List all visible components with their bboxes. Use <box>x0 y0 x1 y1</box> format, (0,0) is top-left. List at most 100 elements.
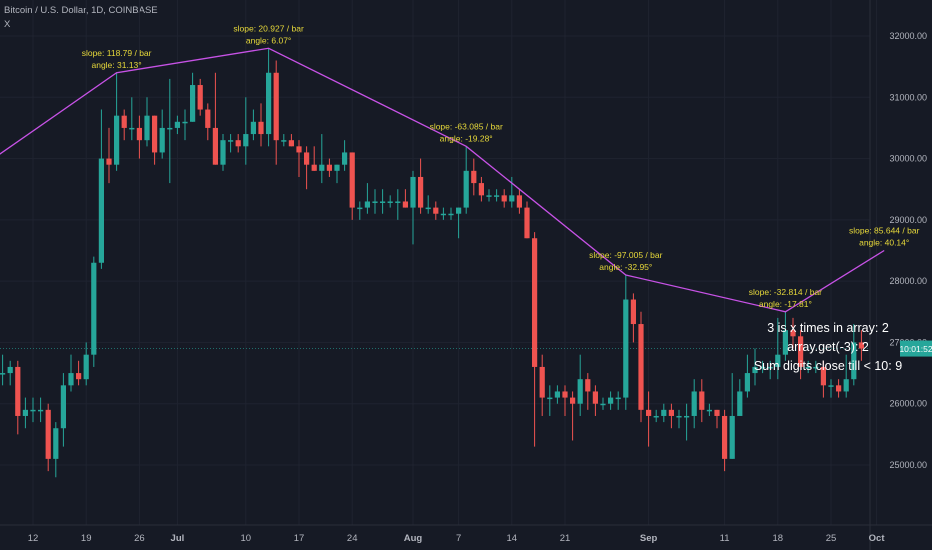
candle-body <box>684 415 690 418</box>
x-tick-label: 19 <box>81 533 92 544</box>
candle-body <box>152 115 158 153</box>
candle-body <box>45 409 51 459</box>
candle-body <box>775 354 781 367</box>
indicator-label: X <box>4 19 11 30</box>
chart-symbol-title: Bitcoin / U.S. Dollar, 1D, COINBASE <box>4 5 158 16</box>
candle-body <box>425 207 431 210</box>
candle-body <box>121 115 127 128</box>
candle-body <box>471 170 477 184</box>
candle-body <box>554 391 560 398</box>
candle-body <box>235 140 241 147</box>
last-price-badge <box>900 340 932 357</box>
candle-body <box>706 409 712 412</box>
candle-body <box>319 164 325 171</box>
x-tick-label: Jul <box>171 533 185 544</box>
candle-body <box>615 397 621 400</box>
y-tick-label: 28000.00 <box>889 276 927 286</box>
candle-body <box>691 391 697 416</box>
angle-label: angle: 6.07° <box>246 35 291 45</box>
candle-body <box>228 140 234 142</box>
candle-body <box>418 176 424 208</box>
candle-body <box>144 115 150 141</box>
candle-body <box>668 409 674 416</box>
candle-body <box>805 366 811 369</box>
slope-label: slope: -32.814 / bar <box>749 287 822 297</box>
candle-body <box>106 158 112 165</box>
candle-body <box>661 409 667 416</box>
candle-body <box>524 207 530 239</box>
candle-body <box>22 409 28 416</box>
candle-body <box>440 213 446 216</box>
x-tick-label: 7 <box>456 533 461 544</box>
candle-body <box>539 366 545 398</box>
candle-body <box>0 373 6 375</box>
candle-body <box>722 415 728 459</box>
candle-body <box>699 391 705 410</box>
candle-body <box>600 403 606 406</box>
candle-body <box>364 201 370 208</box>
candle-body <box>395 201 401 203</box>
candle-body <box>167 127 173 130</box>
candle-body <box>402 201 408 208</box>
candle-body <box>98 158 104 263</box>
angle-label: angle: 40.14° <box>859 238 909 248</box>
slope-label: slope: 85.644 / bar <box>849 226 920 236</box>
candle-body <box>813 366 819 369</box>
candle-body <box>714 409 720 416</box>
info-text-line: 3 is x times in array: 2 <box>767 321 889 335</box>
candle-body <box>478 183 484 196</box>
candle-body <box>509 195 515 202</box>
candle-body <box>342 152 348 165</box>
y-tick-label: 30000.00 <box>889 154 927 164</box>
candle-body <box>296 146 302 153</box>
candle-body <box>456 207 462 214</box>
candle-body <box>433 207 439 214</box>
x-tick-label: 17 <box>294 533 305 544</box>
x-tick-label: 10 <box>241 533 252 544</box>
x-tick-label: 24 <box>347 533 358 544</box>
candle-body <box>387 201 393 203</box>
candle-body <box>53 428 59 459</box>
x-tick-label: 18 <box>773 533 784 544</box>
slope-label: slope: -97.005 / bar <box>589 250 662 260</box>
candle-body <box>174 121 180 128</box>
candle-body <box>334 164 340 171</box>
x-tick-label: Sep <box>640 533 658 544</box>
angle-label: angle: -17.81° <box>759 299 812 309</box>
trend-line <box>0 47 885 313</box>
candle-body <box>767 366 773 369</box>
candle-body <box>372 201 378 203</box>
candle-body <box>91 262 97 355</box>
candle-body <box>250 121 256 135</box>
candle-body <box>159 127 165 153</box>
candle-body <box>448 213 454 216</box>
candle-body <box>570 397 576 404</box>
candle-body <box>851 342 857 380</box>
candle-body <box>220 140 226 165</box>
candle-body <box>197 85 203 110</box>
candle-body <box>68 373 74 386</box>
candle-body <box>729 415 735 459</box>
candle-body <box>288 140 294 147</box>
candle-body <box>646 409 652 416</box>
candle-body <box>828 385 834 387</box>
info-text-line: Sum digits close till < 10: 9 <box>754 359 902 373</box>
candle-body <box>547 397 553 400</box>
candle-body <box>7 366 13 374</box>
candle-body <box>38 409 44 412</box>
candle-body <box>790 330 796 337</box>
candle-body <box>380 201 386 203</box>
candle-body <box>30 409 36 412</box>
slope-label: slope: 20.927 / bar <box>233 23 304 33</box>
candle-body <box>129 127 135 130</box>
x-tick-label: 25 <box>826 533 837 544</box>
candle-body <box>410 176 416 208</box>
candle-body <box>83 354 89 380</box>
slope-label: slope: -63.085 / bar <box>430 121 503 131</box>
slope-label: slope: 118.79 / bar <box>82 48 152 58</box>
candle-body <box>843 379 849 392</box>
x-tick-label: 21 <box>560 533 571 544</box>
y-tick-label: 26000.00 <box>889 399 927 409</box>
